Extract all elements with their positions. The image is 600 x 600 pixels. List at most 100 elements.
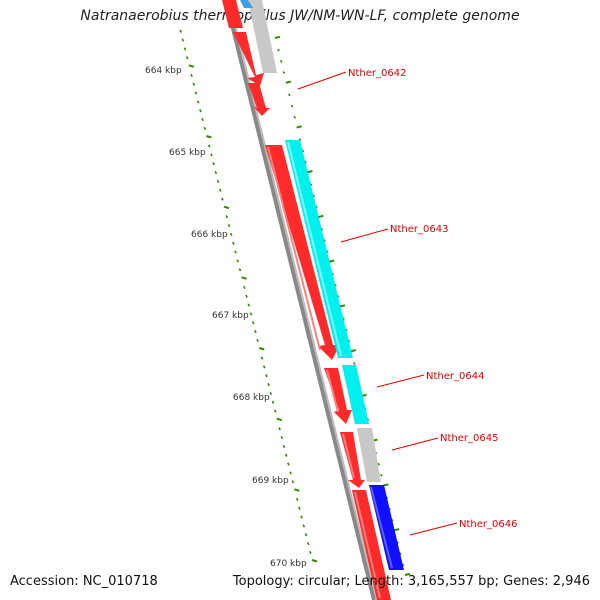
kbp-minor-tick	[284, 453, 288, 457]
track-major-tick	[393, 528, 400, 532]
track-minor-tick	[379, 473, 383, 477]
kbp-minor-tick	[185, 56, 189, 60]
kbp-minor-tick	[199, 109, 202, 113]
kbp-minor-tick	[254, 329, 257, 334]
kbp-minor-tick	[300, 515, 303, 519]
kbp-minor-tick	[236, 259, 240, 263]
kbp-minor-tick	[306, 541, 310, 546]
kbp-major-tick	[206, 135, 212, 139]
kbp-tick-label: 664 kbp	[145, 66, 182, 76]
gene-track	[222, 0, 391, 600]
kbp-minor-tick	[225, 215, 229, 219]
kbp-tick-label: 668 kbp	[233, 393, 270, 403]
gene-label-nther-0642[interactable]: Nther_0642	[348, 68, 406, 79]
kbp-minor-tick	[234, 250, 237, 254]
gene-arrow[interactable]	[248, 83, 270, 116]
cds-bar-blue[interactable]	[240, 0, 253, 8]
gene-arrow-highlight	[354, 491, 381, 599]
kbp-minor-tick	[232, 241, 235, 245]
kbp-minor-tick	[207, 144, 211, 148]
cds-bar-blue-nther-0646[interactable]	[369, 485, 404, 570]
kbp-minor-tick	[245, 294, 248, 298]
kbp-tick-label: 669 kbp	[252, 476, 289, 486]
kbp-minor-tick	[291, 480, 295, 484]
gene-arrow-highlight	[342, 433, 355, 479]
track-major-tick	[350, 349, 357, 353]
kbp-major-tick	[258, 347, 265, 351]
kbp-minor-tick	[289, 471, 292, 475]
gene-labels: Nther_0642 Nther_0643 Nther_0644 Nther_0…	[297, 68, 517, 536]
kbp-major-tick	[294, 488, 300, 492]
track-minor-tick	[279, 59, 283, 63]
track-major-tick	[296, 125, 302, 129]
track-major-tick	[285, 80, 292, 84]
cds-bar-gray-nther-0645[interactable]	[357, 428, 381, 482]
cds-bar-cyan-nther-0644[interactable]	[342, 365, 369, 424]
kbp-major-tick	[276, 417, 283, 422]
track-minor-tick	[282, 71, 286, 75]
gene-arrow[interactable]	[233, 32, 264, 86]
kbp-minor-tick	[287, 462, 290, 466]
kbp-minor-tick	[295, 497, 299, 502]
genome-backbone-highlight	[228, 0, 378, 600]
gene-label-nther-0646[interactable]: Nther_0646	[459, 519, 517, 530]
track-minor-tick	[352, 361, 356, 365]
kbp-minor-tick	[298, 506, 301, 510]
kbp-minor-tick	[249, 312, 253, 316]
kbp-tick-label: 667 kbp	[212, 311, 249, 321]
track-major-tick	[339, 304, 346, 308]
track-minor-tick	[290, 104, 294, 108]
kbp-minor-tick	[243, 285, 246, 290]
gene-arrow-highlight	[326, 369, 339, 413]
kbp-major-tick	[241, 276, 247, 280]
track-major-tick	[404, 572, 411, 576]
kbp-minor-tick	[181, 38, 185, 42]
kbp-minor-tick	[203, 126, 207, 131]
kbp-minor-tick	[271, 400, 275, 404]
label-leader-line	[376, 374, 425, 388]
genome-backbone	[224, 0, 376, 600]
gene-label-nther-0645[interactable]: Nther_0645	[440, 433, 498, 444]
kbp-tick-label: 670 kbp	[270, 559, 307, 569]
kbp-minor-tick	[196, 100, 200, 104]
cds-bar-gray[interactable]	[248, 0, 277, 73]
label-leader-line	[340, 228, 389, 243]
kbp-minor-tick	[214, 170, 218, 175]
kbp-minor-tick	[212, 162, 215, 166]
track-minor-tick	[277, 48, 280, 52]
track-major-tick	[383, 483, 389, 487]
kbp-tick-label: 666 kbp	[191, 230, 228, 240]
kbp-minor-tick	[280, 435, 284, 440]
kbp-minor-tick	[179, 29, 182, 33]
cds-track-ticks	[274, 35, 411, 576]
gene-arrow[interactable]	[222, 0, 243, 28]
kbp-minor-tick	[210, 153, 213, 157]
kbp-minor-tick	[278, 427, 281, 431]
kbp-minor-tick	[190, 73, 193, 78]
gene-arrow-highlight	[267, 146, 321, 351]
track-minor-tick	[287, 93, 291, 97]
gene-label-nther-0644[interactable]: Nther_0644	[426, 371, 484, 382]
kbp-ruler: 664 kbp 665 kbp 666 kbp 667 kbp 668 kbp …	[145, 66, 307, 569]
kbp-minor-tick	[216, 179, 220, 184]
track-minor-tick	[293, 115, 297, 119]
genome-summary-text: Topology: circular; Length: 3,165,557 bp…	[232, 574, 590, 589]
kbp-minor-tick	[194, 91, 198, 95]
kbp-ruler-track	[179, 29, 318, 563]
kbp-minor-tick	[302, 524, 306, 528]
label-leader-line	[409, 522, 458, 536]
track-major-tick	[274, 35, 281, 39]
kbp-minor-tick	[192, 82, 196, 86]
gene-label-nther-0643[interactable]: Nther_0643	[390, 224, 448, 235]
kbp-minor-tick	[227, 223, 231, 228]
track-major-tick	[307, 170, 313, 174]
kbp-minor-tick	[265, 374, 268, 378]
track-minor-tick	[377, 462, 381, 466]
kbp-minor-tick	[273, 409, 277, 413]
kbp-minor-tick	[309, 550, 312, 555]
kbp-minor-tick	[282, 444, 286, 449]
track-major-tick	[328, 259, 335, 263]
accession-text: Accession: NC_010718	[10, 574, 158, 589]
gene-arrow-nther-0643[interactable]	[265, 145, 340, 360]
